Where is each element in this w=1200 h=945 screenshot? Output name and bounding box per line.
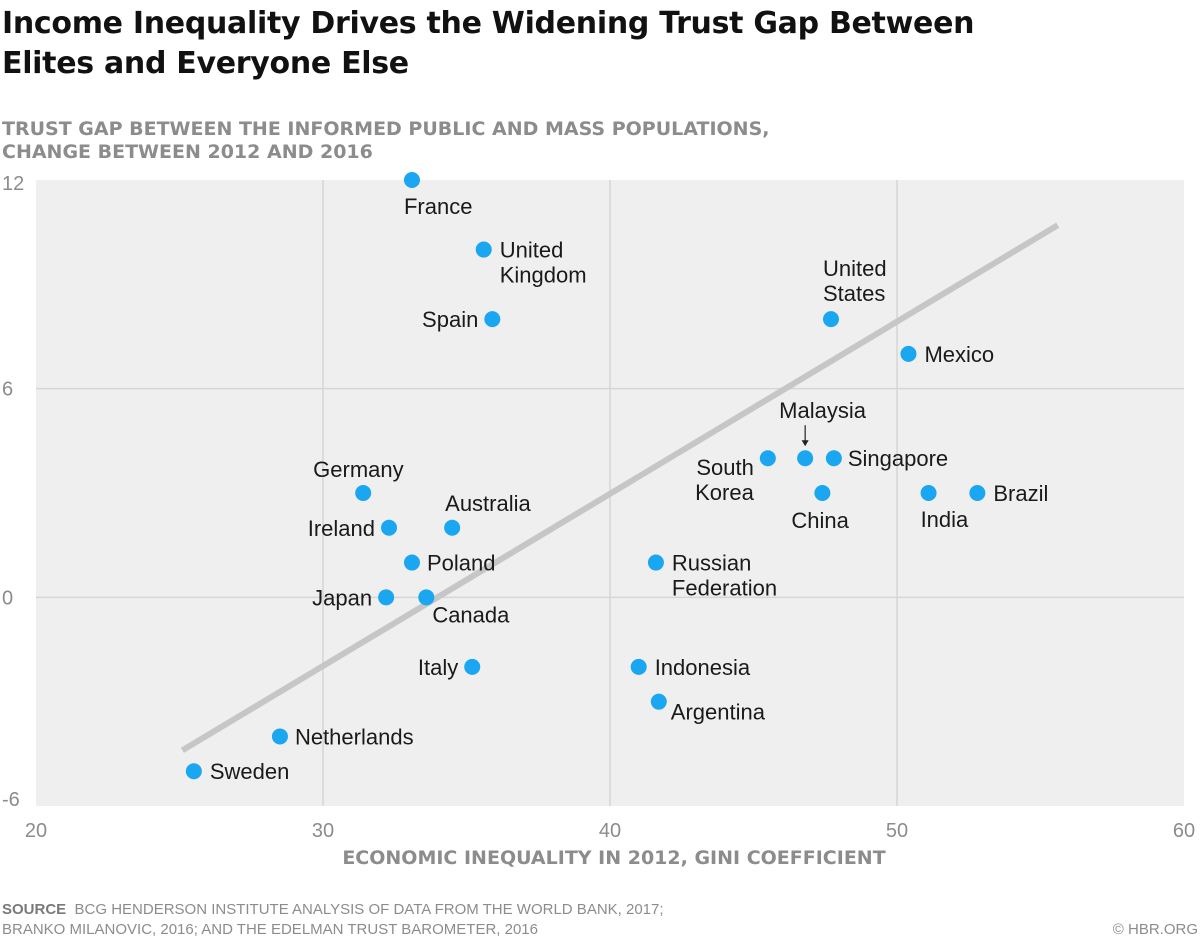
label-poland: Poland	[427, 551, 496, 576]
label-canada: Canada	[432, 602, 510, 627]
point-netherlands	[271, 728, 288, 745]
point-labels: France United Kingdom Spain United States Mexi…	[210, 194, 1049, 784]
point-russian-federation	[647, 554, 664, 571]
point-germany	[355, 485, 372, 501]
point-france	[403, 172, 420, 188]
point-brazil	[969, 485, 986, 501]
x-axis-title: ECONOMIC INEQUALITY IN 2012, GINI COEFFI…	[342, 847, 885, 869]
source-line-2: BRANKO MILANOVIC, 2016; AND THE EDELMAN …	[2, 921, 538, 938]
chart-title-line-2: Elites and Everyone Else	[2, 46, 409, 81]
label-india: India	[921, 507, 969, 532]
point-south-korea	[759, 450, 776, 467]
point-china	[814, 485, 831, 501]
copyright-credit: © HBR.ORG	[1112, 921, 1198, 938]
point-poland	[403, 554, 420, 571]
label-sweden: Sweden	[210, 759, 290, 784]
label-singapore: Singapore	[848, 446, 948, 471]
point-united-states	[822, 311, 839, 328]
x-tick-label: 30	[312, 820, 334, 842]
y-tick-label: 12	[2, 173, 24, 195]
label-netherlands: Netherlands	[295, 724, 414, 749]
label-germany: Germany	[313, 457, 403, 482]
point-united-kingdom	[475, 241, 492, 258]
point-australia	[444, 519, 461, 536]
source-label: SOURCE	[2, 901, 67, 918]
data-points	[185, 172, 986, 780]
point-indonesia	[630, 658, 647, 675]
point-japan	[378, 589, 395, 606]
y-axis-title-line-1: TRUST GAP BETWEEN THE INFORMED PUBLIC AN…	[2, 118, 770, 140]
point-singapore	[825, 450, 842, 467]
label-australia: Australia	[445, 491, 531, 516]
point-canada	[418, 589, 435, 606]
label-united-states: United States	[823, 256, 887, 306]
point-malaysia	[797, 450, 814, 467]
trend-line	[180, 222, 1060, 753]
label-united-kingdom: United Kingdom	[500, 238, 587, 288]
label-indonesia: Indonesia	[655, 655, 751, 680]
point-ireland	[381, 519, 398, 536]
y-tick-label: -6	[2, 789, 20, 811]
x-tick-label: 50	[886, 820, 908, 842]
label-malaysia: Malaysia	[779, 398, 867, 423]
chart-title-line-1: Income Inequality Drives the Widening Tr…	[2, 6, 975, 41]
label-ireland: Ireland	[308, 516, 375, 541]
point-mexico	[900, 345, 917, 362]
label-brazil: Brazil	[993, 481, 1048, 506]
label-spain: Spain	[422, 307, 478, 332]
point-italy	[464, 658, 481, 675]
y-tick-label: 6	[2, 379, 13, 401]
label-mexico: Mexico	[924, 342, 994, 367]
y-tick-label: 0	[2, 587, 13, 609]
x-tick-label: 40	[599, 820, 621, 842]
point-argentina	[650, 693, 667, 710]
label-south-korea: South Korea	[695, 455, 754, 505]
y-axis-title-line-2: CHANGE BETWEEN 2012 AND 2016	[2, 141, 373, 163]
label-argentina: Argentina	[671, 700, 766, 725]
x-tick-label: 20	[25, 820, 47, 842]
x-tick-label: 60	[1173, 820, 1195, 842]
label-italy: Italy	[418, 655, 458, 680]
label-china: China	[791, 508, 849, 533]
point-india	[920, 485, 937, 501]
annotation-markers	[801, 425, 809, 447]
point-sweden	[185, 763, 202, 780]
label-russian-federation: Russian Federation	[672, 551, 777, 601]
source-text-line-1: BCG HENDERSON INSTITUTE ANALYSIS OF DATA…	[74, 901, 664, 918]
point-spain	[484, 311, 501, 328]
malaysia-pointer-arrowhead	[801, 440, 809, 447]
y-axis-title: TRUST GAP BETWEEN THE INFORMED PUBLIC AN…	[2, 118, 770, 164]
label-japan: Japan	[312, 585, 372, 610]
source-note: SOURCE BCG HENDERSON INSTITUTE ANALYSIS …	[2, 900, 664, 940]
source-line-1: SOURCE BCG HENDERSON INSTITUTE ANALYSIS …	[2, 900, 664, 920]
chart-title: Income Inequality Drives the Widening Tr…	[2, 4, 1122, 84]
label-france: France	[404, 194, 472, 219]
